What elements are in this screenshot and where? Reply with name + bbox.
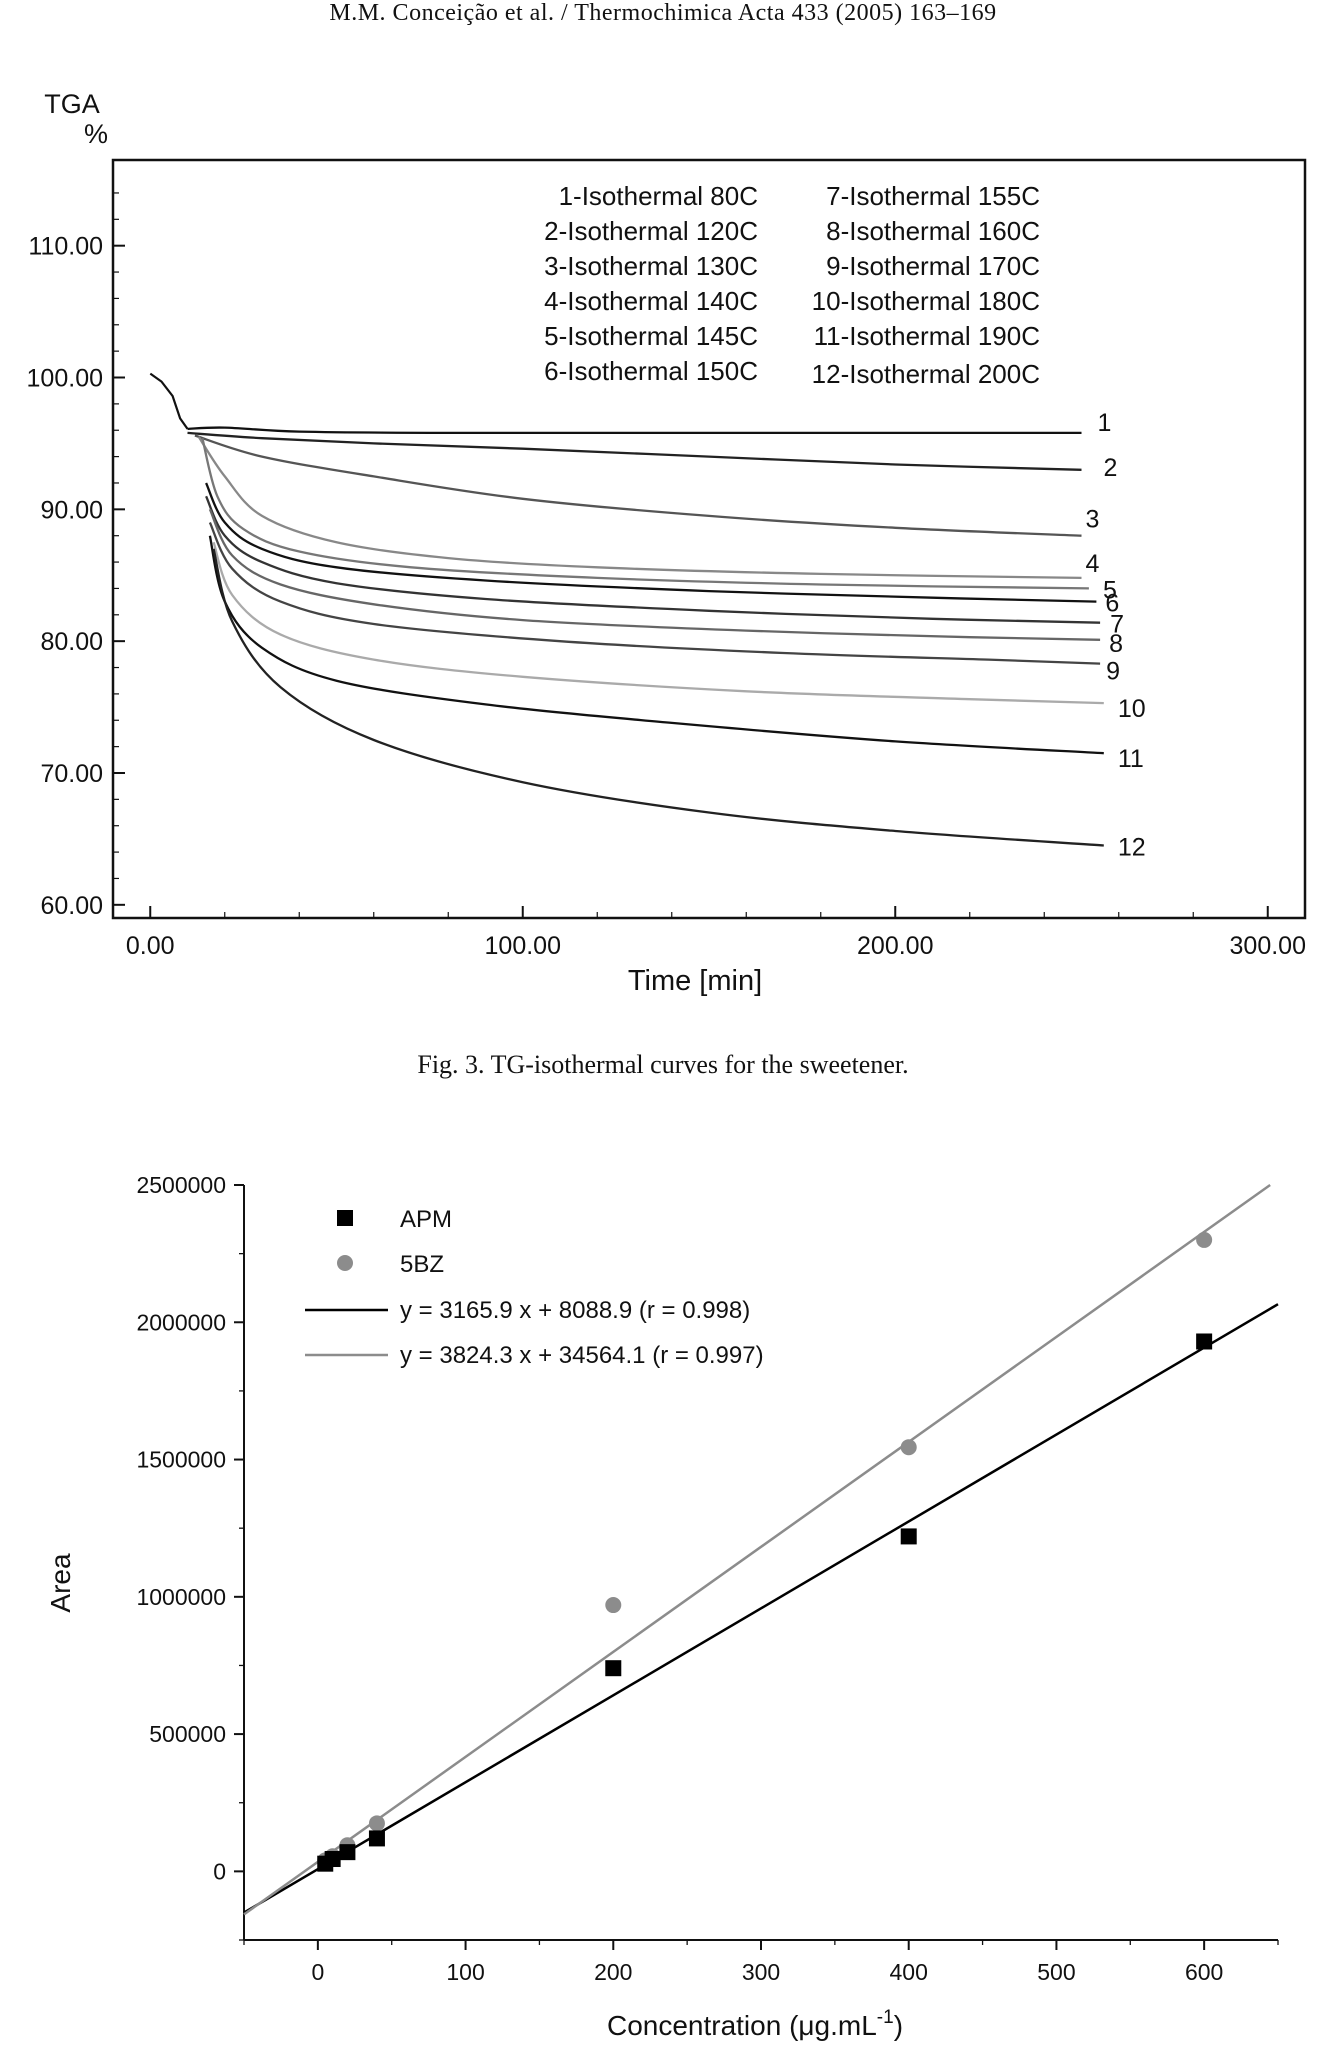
series-label-7: 7 bbox=[1110, 611, 1124, 639]
y-tick-label: 80.00 bbox=[40, 628, 103, 656]
series-label-1: 1 bbox=[1098, 409, 1112, 437]
legend-label-fit-2: y = 3824.3 x + 34564.1 (r = 0.997) bbox=[400, 1342, 764, 1369]
point-apm bbox=[324, 1851, 341, 1868]
figure-3-caption: Fig. 3. TG-isothermal curves for the swe… bbox=[417, 1050, 909, 1079]
series-label-3: 3 bbox=[1086, 506, 1100, 534]
series-line-7 bbox=[205, 495, 1101, 624]
series-label-4: 4 bbox=[1086, 550, 1100, 578]
y-axis-label: TGA bbox=[44, 89, 100, 119]
legend-label-fit-1: y = 3165.9 x + 8088.9 (r = 0.998) bbox=[400, 1297, 750, 1324]
y-tick-label: 90.00 bbox=[40, 496, 103, 524]
legend-entry: 1-Isothermal 80C bbox=[559, 181, 758, 211]
legend-label-apm: APM bbox=[400, 1206, 452, 1233]
legend-label-5bz: 5BZ bbox=[400, 1251, 444, 1278]
point-apm bbox=[605, 1660, 622, 1677]
x-tick-label: 100 bbox=[446, 1959, 484, 1985]
legend-entry: 3-Isothermal 130C bbox=[544, 251, 758, 281]
series-line-4 bbox=[197, 436, 1082, 580]
fit-line-2 bbox=[243, 1183, 1271, 1916]
point-5bz bbox=[368, 1815, 385, 1832]
y-tick-label: 1000000 bbox=[136, 1584, 226, 1610]
x-tick-label: 0.00 bbox=[126, 932, 175, 960]
series-line-11 bbox=[208, 535, 1104, 755]
y-tick-label: 500000 bbox=[149, 1721, 226, 1747]
series-label-10: 10 bbox=[1118, 695, 1146, 723]
series-label-8: 8 bbox=[1109, 630, 1123, 658]
y-tick-label: 70.00 bbox=[40, 760, 103, 788]
x-axis-label: Concentration (μg.mL-1) bbox=[607, 2007, 903, 2041]
x-tick-label: 600 bbox=[1185, 1959, 1223, 1985]
x-tick-label: 500 bbox=[1037, 1959, 1075, 1985]
legend-marker-apm bbox=[337, 1210, 353, 1226]
y-tick-label: 2500000 bbox=[136, 1172, 226, 1198]
point-apm bbox=[339, 1844, 356, 1861]
point-5bz bbox=[900, 1439, 917, 1456]
series-line-5 bbox=[201, 437, 1089, 590]
series-line-2 bbox=[187, 431, 1082, 471]
x-tick-label: 300.00 bbox=[1230, 932, 1306, 960]
fit-line-1 bbox=[243, 1303, 1279, 1914]
series-line-3 bbox=[194, 434, 1082, 537]
x-tick-label: 200 bbox=[594, 1959, 632, 1985]
legend-entry: 7-Isothermal 155C bbox=[826, 181, 1040, 211]
tga-isothermal-chart: 60.00 70.00 80.00 90.00 100.00 110.00 0.00 100.… bbox=[27, 89, 1307, 997]
legend-entry: 8-Isothermal 160C bbox=[826, 216, 1040, 246]
y-tick-label: 2000000 bbox=[136, 1309, 226, 1335]
y-axis-label: Area bbox=[45, 1553, 76, 1613]
y-tick-label: 60.00 bbox=[40, 892, 103, 920]
legend-entry: 4-Isothermal 140C bbox=[544, 286, 758, 316]
series-line-6 bbox=[205, 482, 1097, 603]
legend-marker-5bz bbox=[337, 1255, 353, 1271]
running-header: M.M. Conceição et al. / Thermochimica Ac… bbox=[329, 0, 997, 26]
point-5bz bbox=[1196, 1231, 1213, 1248]
series-line-8 bbox=[208, 508, 1101, 641]
series-label-11: 11 bbox=[1118, 745, 1144, 773]
y-tick-label: 0 bbox=[213, 1858, 226, 1884]
legend-entry: 5-Isothermal 145C bbox=[544, 321, 758, 351]
legend-entry: 12-Isothermal 200C bbox=[812, 359, 1040, 389]
series-line-1 bbox=[187, 426, 1082, 435]
y-axis-unit: % bbox=[84, 119, 108, 149]
series-label-2: 2 bbox=[1104, 454, 1118, 482]
initial-mass-loss-line bbox=[149, 372, 189, 430]
x-axis-label: Time [min] bbox=[628, 965, 762, 997]
series-label-9: 9 bbox=[1106, 658, 1120, 686]
x-tick-label: 400 bbox=[890, 1959, 928, 1985]
legend-entry: 10-Isothermal 180C bbox=[812, 286, 1040, 316]
series-label-6: 6 bbox=[1105, 590, 1119, 618]
x-tick-label: 0 bbox=[311, 1959, 324, 1985]
point-apm bbox=[368, 1830, 385, 1847]
x-tick-label: 300 bbox=[742, 1959, 780, 1985]
legend-entry: 11-Isothermal 190C bbox=[814, 321, 1040, 351]
point-apm bbox=[900, 1528, 917, 1545]
series-line-9 bbox=[208, 522, 1101, 665]
x-tick-label: 100.00 bbox=[485, 932, 561, 960]
series-label-5: 5 bbox=[1103, 576, 1117, 604]
y-tick-label: 100.00 bbox=[27, 365, 103, 393]
legend-entry: 2-Isothermal 120C bbox=[544, 216, 758, 246]
series-line-10 bbox=[212, 541, 1104, 705]
series-line-12 bbox=[212, 548, 1104, 847]
x-axis-label-superscript: -1 bbox=[877, 2007, 894, 2028]
y-tick-label: 110.00 bbox=[28, 233, 103, 261]
y-tick-label: 1500000 bbox=[136, 1447, 226, 1473]
legend-entry: 9-Isothermal 170C bbox=[826, 251, 1040, 281]
x-axis-label-close: ) bbox=[894, 2010, 903, 2041]
point-apm bbox=[1196, 1333, 1213, 1350]
plot-frame bbox=[111, 158, 1307, 920]
x-axis-label-text: Concentration (μg.mL bbox=[607, 2010, 877, 2041]
series-label-12: 12 bbox=[1118, 833, 1146, 861]
legend-entry: 6-Isothermal 150C bbox=[544, 356, 758, 386]
point-5bz bbox=[605, 1597, 622, 1614]
x-tick-label: 200.00 bbox=[857, 932, 933, 960]
